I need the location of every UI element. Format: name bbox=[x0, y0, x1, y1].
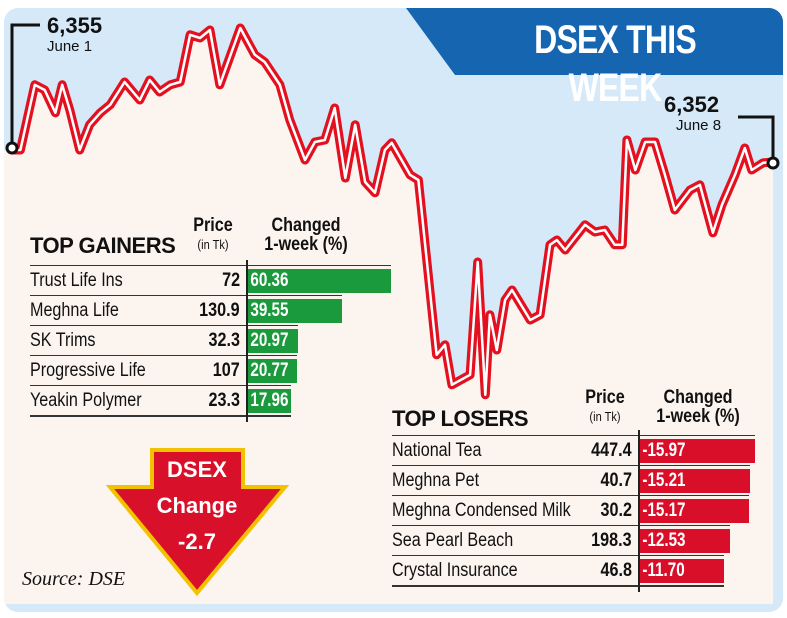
chart-title: DSEX THIS WEEK bbox=[534, 18, 697, 110]
stock-price: 107 bbox=[213, 360, 240, 381]
series-line-highlight bbox=[10, 26, 775, 397]
losers-title: TOP LOSERS bbox=[392, 406, 529, 431]
change-bar: -12.53 bbox=[640, 529, 731, 553]
stock-name: Yeakin Polymer bbox=[30, 390, 142, 411]
stock-price: 32.3 bbox=[208, 330, 240, 351]
change-bar: 20.97 bbox=[248, 329, 298, 353]
table-bottom-rule bbox=[30, 415, 291, 417]
stock-price: 23.3 bbox=[208, 390, 240, 411]
change-header-label: Changed bbox=[663, 387, 733, 408]
loser-row: Meghna Pet 40.7 -15.21 bbox=[392, 465, 750, 495]
stock-name: SK Trims bbox=[30, 330, 96, 351]
stock-price: 30.2 bbox=[600, 500, 632, 521]
gainers-price-header: Price (in Tk) bbox=[178, 216, 248, 254]
change-header-label: Changed bbox=[271, 215, 341, 236]
change-value: -15.21 bbox=[642, 470, 686, 491]
stock-name: Meghna Life bbox=[30, 300, 119, 321]
change-value: 39.55 bbox=[250, 300, 289, 321]
change-value: -15.17 bbox=[642, 500, 686, 521]
gainers-change-header: Changed 1-week (%) bbox=[248, 216, 364, 254]
loser-row: Crystal Insurance 46.8 -11.70 bbox=[392, 555, 725, 585]
change-value: 60.36 bbox=[250, 270, 289, 291]
losers-price-header: Price (in Tk) bbox=[570, 388, 640, 426]
price-header-label: Price bbox=[585, 387, 625, 408]
stock-name: Trust Life Ins bbox=[30, 270, 123, 291]
change-value: -11.70 bbox=[642, 560, 685, 581]
loser-row: National Tea 447.4 -15.97 bbox=[392, 435, 755, 465]
change-unit-label: 1-week (%) bbox=[264, 234, 348, 255]
start-value-label: 6,355 bbox=[47, 13, 103, 38]
stock-price: 46.8 bbox=[600, 560, 632, 581]
stock-name: Meghna Pet bbox=[392, 470, 480, 491]
stock-name: National Tea bbox=[392, 440, 482, 461]
stock-name: Sea Pearl Beach bbox=[392, 530, 514, 551]
dsex-change-label-1: DSEX bbox=[167, 457, 227, 482]
change-bar: 39.55 bbox=[248, 299, 342, 323]
end-date-label: June 8 bbox=[676, 117, 722, 134]
stock-price: 447.4 bbox=[591, 440, 632, 461]
change-value: -15.97 bbox=[642, 440, 686, 461]
change-bar: -15.17 bbox=[640, 499, 750, 523]
price-unit-label: (in Tk) bbox=[589, 409, 621, 424]
gainer-row: SK Trims 32.3 20.97 bbox=[30, 325, 298, 355]
stock-price: 198.3 bbox=[591, 530, 632, 551]
gainer-row: Meghna Life 130.9 39.55 bbox=[30, 295, 342, 325]
dsex-change-value: -2.7 bbox=[178, 529, 216, 554]
gainer-row: Progressive Life 107 20.77 bbox=[30, 355, 298, 385]
loser-row: Meghna Condensed Milk 30.2 -15.17 bbox=[392, 495, 750, 525]
table-bottom-rule bbox=[392, 585, 725, 587]
change-bar: -11.70 bbox=[640, 559, 725, 583]
gainer-row: Trust Life Ins 72 60.36 bbox=[30, 265, 392, 295]
stock-price: 40.7 bbox=[600, 470, 632, 491]
change-value: 20.97 bbox=[250, 330, 289, 351]
price-header-label: Price bbox=[193, 215, 233, 236]
stock-name: Meghna Condensed Milk bbox=[392, 500, 571, 521]
change-bar: 17.96 bbox=[248, 389, 291, 413]
change-value: 20.77 bbox=[250, 360, 289, 381]
change-bar: 60.36 bbox=[248, 269, 392, 293]
table-divider bbox=[246, 260, 248, 422]
change-value: -12.53 bbox=[642, 530, 686, 551]
change-bar: 20.77 bbox=[248, 359, 298, 383]
end-point-marker bbox=[766, 156, 780, 170]
gainer-row: Yeakin Polymer 23.3 17.96 bbox=[30, 385, 291, 415]
start-bracket bbox=[10, 23, 40, 145]
stock-price: 72 bbox=[222, 270, 240, 291]
start-date-label: June 1 bbox=[47, 38, 93, 55]
stock-name: Crystal Insurance bbox=[392, 560, 518, 581]
loser-row: Sea Pearl Beach 198.3 -12.53 bbox=[392, 525, 731, 555]
change-bar: -15.97 bbox=[640, 439, 755, 463]
gainers-title: TOP GAINERS bbox=[30, 233, 176, 258]
change-unit-label: 1-week (%) bbox=[656, 406, 740, 427]
end-value-label: 6,352 bbox=[664, 92, 720, 117]
title-banner bbox=[406, 8, 783, 75]
stock-price: 130.9 bbox=[199, 300, 240, 321]
change-bar: -15.21 bbox=[640, 469, 750, 493]
right-border bbox=[775, 78, 783, 612]
losers-change-header: Changed 1-week (%) bbox=[640, 388, 756, 426]
bottom-border bbox=[4, 604, 783, 612]
table-divider bbox=[638, 430, 640, 592]
change-value: 17.96 bbox=[250, 390, 289, 411]
stock-name: Progressive Life bbox=[30, 360, 146, 381]
source-note: Source: DSE bbox=[22, 568, 126, 590]
end-bracket bbox=[738, 115, 775, 158]
dsex-change-label-2: Change bbox=[156, 493, 238, 518]
start-point-marker bbox=[5, 141, 19, 155]
price-unit-label: (in Tk) bbox=[197, 237, 229, 252]
